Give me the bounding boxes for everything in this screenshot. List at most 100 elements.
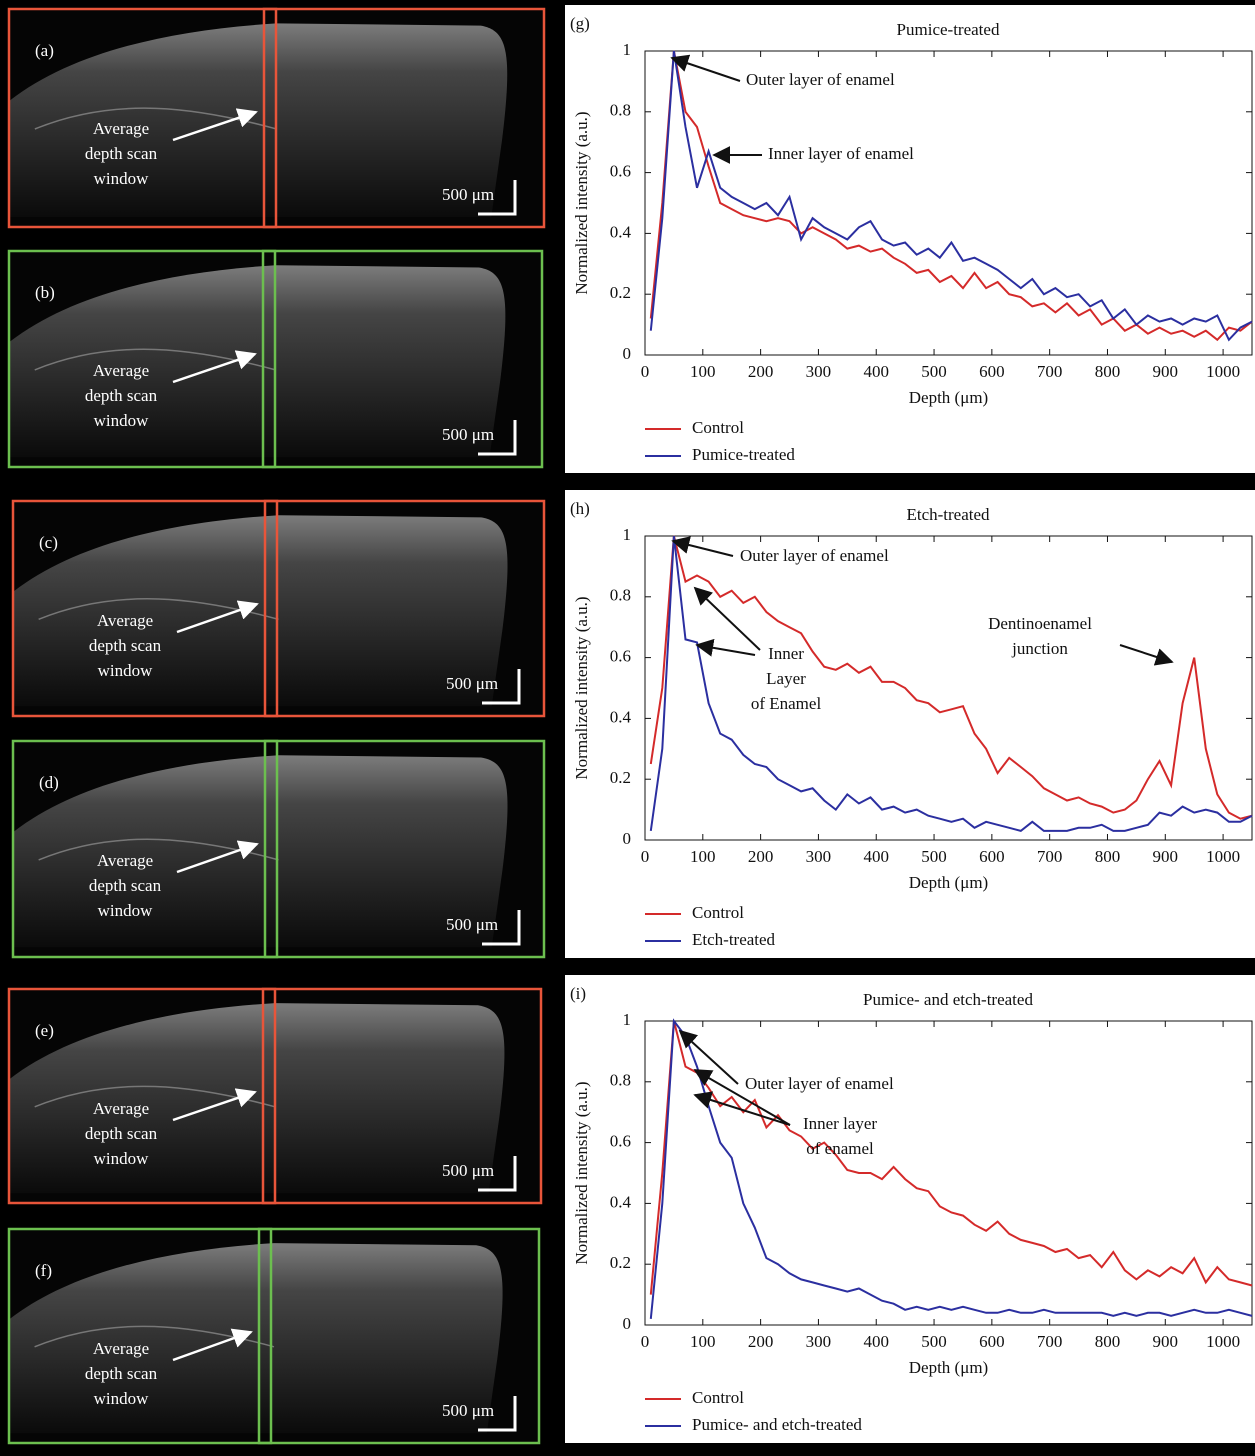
annotation-line: window xyxy=(94,1149,150,1168)
chart-title: Etch-treated xyxy=(906,505,990,524)
annotation-arrow xyxy=(670,54,741,82)
annotation-arrow xyxy=(1119,644,1174,666)
tooth-shape xyxy=(14,755,508,948)
annotation: Dentinoenamel xyxy=(988,614,1092,633)
scan-window xyxy=(257,1227,273,1445)
x-tick-label: 400 xyxy=(863,1332,889,1351)
y-tick-label: 0.4 xyxy=(610,707,632,726)
legend-label: Etch-treated xyxy=(692,930,776,949)
y-tick-label: 0.4 xyxy=(610,222,632,241)
scale-label: 500 μm xyxy=(442,1161,494,1180)
tooth-shape xyxy=(10,1243,503,1434)
scan-window xyxy=(261,987,277,1205)
annotation-arrow xyxy=(172,1088,257,1122)
x-tick-label: 1000 xyxy=(1206,362,1240,381)
x-tick-label: 1000 xyxy=(1206,1332,1240,1351)
x-tick-label: 0 xyxy=(641,362,650,381)
x-tick-label: 800 xyxy=(1095,847,1121,866)
legend-label: Pumice-treated xyxy=(692,445,795,464)
x-tick-label: 700 xyxy=(1037,847,1063,866)
y-tick-label: 1 xyxy=(623,525,632,544)
x-tick-label: 100 xyxy=(690,847,716,866)
annotation-line: Average xyxy=(97,611,153,630)
scale-bar xyxy=(482,669,521,705)
x-tick-label: 100 xyxy=(690,1332,716,1351)
x-tick-label: 300 xyxy=(806,362,832,381)
annotation-line: window xyxy=(98,901,154,920)
annotation: Outer layer of enamel xyxy=(745,1074,894,1093)
scale-bar xyxy=(478,180,517,216)
image-frame xyxy=(11,739,546,959)
annotation-arrow xyxy=(693,1069,791,1126)
y-tick-label: 0.6 xyxy=(610,162,631,181)
x-tick-label: 0 xyxy=(641,1332,650,1351)
scale-label: 500 μm xyxy=(442,185,494,204)
scale-bar xyxy=(482,910,521,946)
x-tick-label: 500 xyxy=(921,1332,947,1351)
y-tick-label: 0.4 xyxy=(610,1192,632,1211)
x-tick-label: 500 xyxy=(921,847,947,866)
chart-title: Pumice-treated xyxy=(897,20,1000,39)
annotation: Outer layer of enamel xyxy=(746,70,895,89)
annotation-line: depth scan xyxy=(85,144,158,163)
panel-label: (h) xyxy=(570,499,590,518)
legend-label: Pumice- and etch-treated xyxy=(692,1415,862,1434)
x-tick-label: 600 xyxy=(979,362,1005,381)
scale-label: 500 μm xyxy=(446,674,498,693)
legend-label: Control xyxy=(692,903,744,922)
x-tick-label: 300 xyxy=(806,847,832,866)
y-tick-label: 0.8 xyxy=(610,1071,631,1090)
annotation-line: window xyxy=(98,661,154,680)
scale-label: 500 μm xyxy=(442,425,494,444)
tooth-shape xyxy=(14,515,508,707)
annotation-line: Average xyxy=(93,361,149,380)
y-tick-label: 0.6 xyxy=(610,1132,631,1151)
annotation-arrow xyxy=(671,536,734,557)
image-frame xyxy=(7,1227,541,1445)
annotation-line: window xyxy=(94,169,150,188)
x-tick-label: 100 xyxy=(690,362,716,381)
annotation-arrow xyxy=(172,350,257,384)
annotation-line: window xyxy=(94,411,150,430)
x-tick-label: 1000 xyxy=(1206,847,1240,866)
y-tick-label: 1 xyxy=(623,1010,632,1029)
x-tick-label: 900 xyxy=(1153,1332,1179,1351)
annotation: Layer xyxy=(766,669,806,688)
annotation-arrow xyxy=(172,108,258,142)
annotation-arrow xyxy=(176,600,259,634)
x-tick-label: 200 xyxy=(748,1332,774,1351)
plot-frame xyxy=(644,535,1253,841)
x-tick-label: 700 xyxy=(1037,1332,1063,1351)
y-tick-label: 0.2 xyxy=(610,283,631,302)
annotation-line: depth scan xyxy=(85,386,158,405)
scan-window xyxy=(263,499,279,718)
plot-frame xyxy=(644,50,1253,356)
annotation-line: depth scan xyxy=(85,1124,158,1143)
annotation-line: Average xyxy=(93,119,149,138)
annotation-line: Average xyxy=(93,1339,149,1358)
scan-window xyxy=(262,7,278,229)
x-axis-label: Depth (μm) xyxy=(909,388,988,407)
panel-label: (b) xyxy=(35,283,55,302)
y-axis-label: Normalized intensity (a.u.) xyxy=(572,596,591,779)
x-axis-label: Depth (μm) xyxy=(909,873,988,892)
x-tick-label: 600 xyxy=(979,1332,1005,1351)
annotation: junction xyxy=(1011,639,1068,658)
chart-panel xyxy=(565,490,1255,958)
y-tick-label: 0.6 xyxy=(610,647,631,666)
tooth-shape xyxy=(10,23,508,218)
y-tick-label: 0 xyxy=(623,829,632,848)
scale-bar xyxy=(478,1156,517,1192)
plot-frame xyxy=(644,1020,1253,1326)
annotation: Outer layer of enamel xyxy=(740,546,889,565)
legend-label: Control xyxy=(692,1388,744,1407)
scale-bar xyxy=(478,1396,517,1432)
annotation: of Enamel xyxy=(751,694,822,713)
x-tick-label: 900 xyxy=(1153,362,1179,381)
data-line xyxy=(649,1018,1253,1319)
tooth-shape xyxy=(10,265,506,458)
annotation-line: Average xyxy=(97,851,153,870)
tooth-shape xyxy=(10,1003,505,1194)
